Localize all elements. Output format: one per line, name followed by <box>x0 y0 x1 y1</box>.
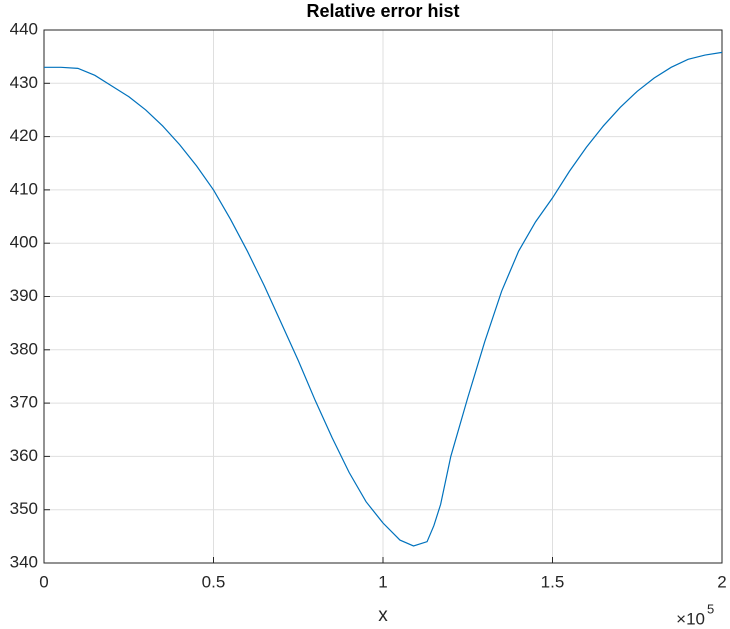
x-tick-label: 0.5 <box>202 572 226 591</box>
y-tick-label: 410 <box>10 179 38 198</box>
y-tick-label: 420 <box>10 126 38 145</box>
axes-box <box>43 29 723 564</box>
chart-title: Relative error hist <box>306 1 459 21</box>
y-tick-label: 380 <box>10 339 38 358</box>
y-tick-label: 340 <box>10 552 38 571</box>
x-multiplier-exponent: 5 <box>707 601 714 616</box>
x-tick-label: 0 <box>39 572 48 591</box>
y-tick-label: 360 <box>10 446 38 465</box>
x-multiplier-base: ×10 <box>676 609 705 628</box>
x-tick-label: 1 <box>378 572 387 591</box>
y-tick-label: 430 <box>10 73 38 92</box>
y-tick-label: 390 <box>10 286 38 305</box>
x-tick-label: 2 <box>717 572 726 591</box>
y-tick-label: 350 <box>10 499 38 518</box>
line-series <box>44 51 723 547</box>
y-tick-label: 440 <box>10 19 38 38</box>
y-tick-label: 400 <box>10 233 38 252</box>
y-tick-label: 370 <box>10 393 38 412</box>
x-tick-label: 1.5 <box>541 572 565 591</box>
x-axis-label: x <box>378 605 388 626</box>
